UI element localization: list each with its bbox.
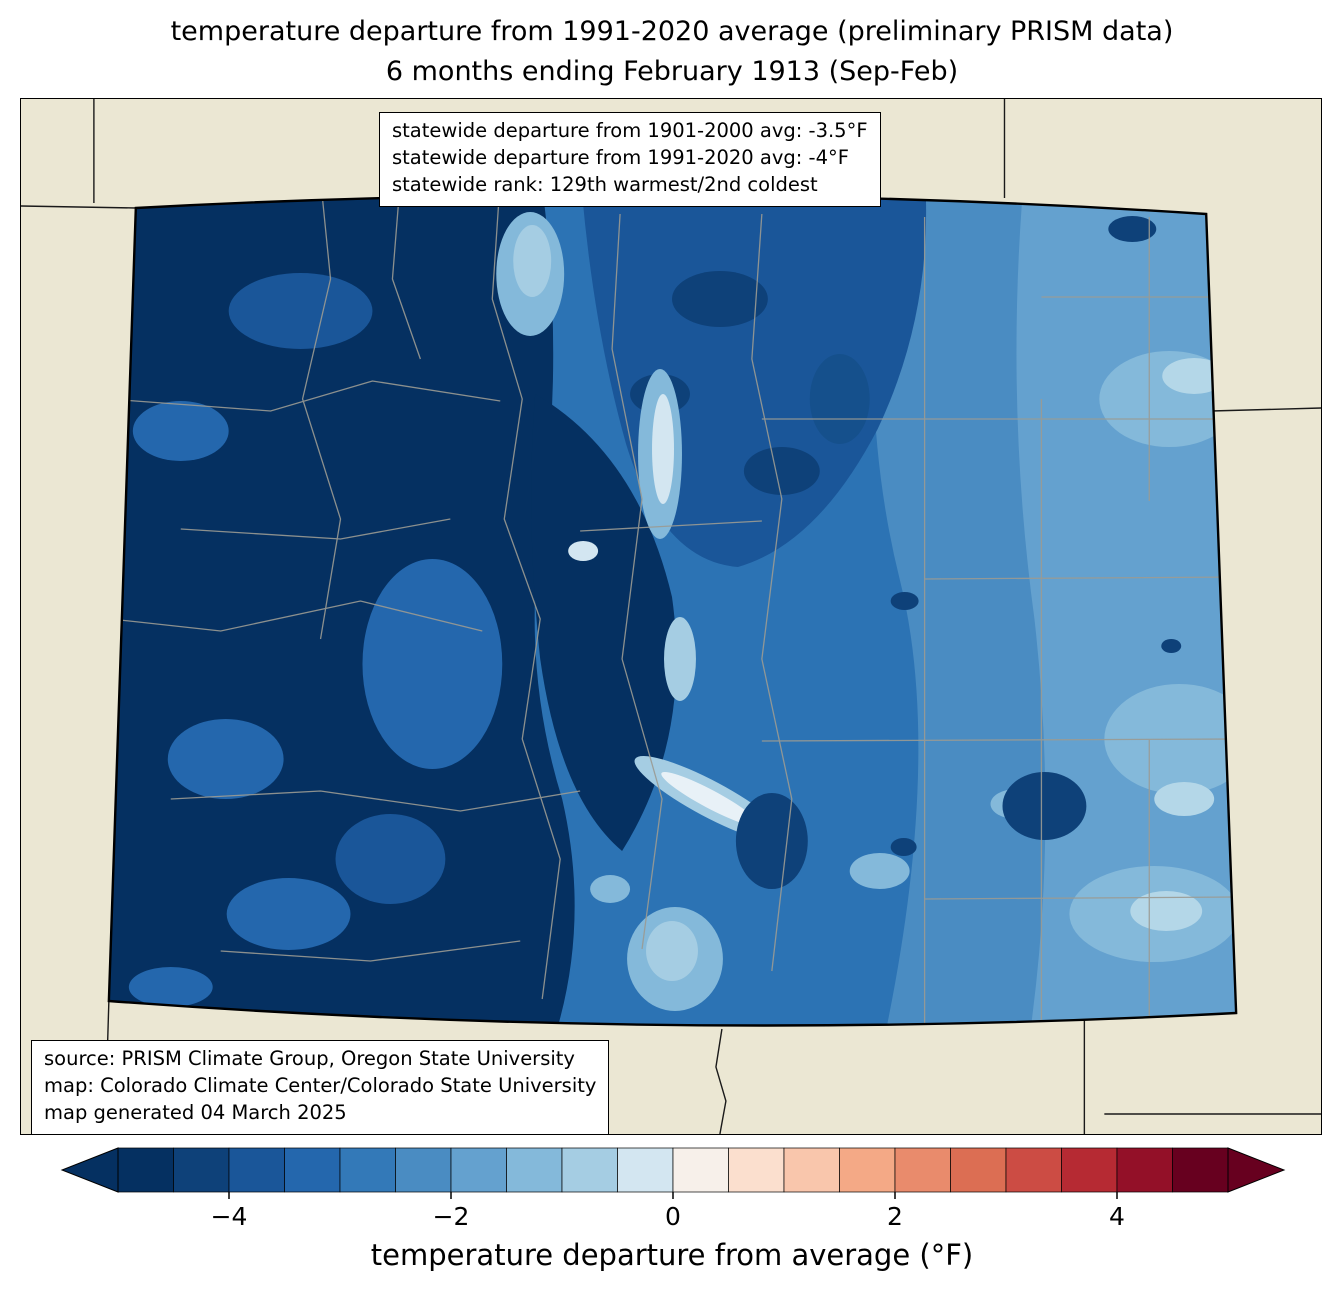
colorbar-svg — [60, 1147, 1286, 1199]
stats-line-1: statewide departure from 1901-2000 avg: … — [392, 119, 868, 142]
colorbar-axis-label: temperature departure from average (°F) — [370, 1238, 974, 1272]
colorbar-right-arrow — [1227, 1147, 1286, 1193]
stats-line-3: statewide rank: 129th warmest/2nd coldes… — [392, 172, 818, 196]
colorbar-tick-label: −2 — [432, 1202, 470, 1231]
colorbar-tick-label: 4 — [1109, 1202, 1125, 1231]
stats-line-2: statewide departure from 1991-2020 avg: … — [392, 145, 849, 169]
map-frame: statewide departure from 1901-2000 avg: … — [20, 98, 1322, 1135]
county-boundaries — [108, 194, 1237, 1026]
colorbar-ticks: −4 −2 0 2 4 — [0, 1202, 1344, 1234]
neighbor-state-borders — [21, 99, 1321, 1134]
colorado-map — [21, 99, 1321, 1134]
colorbar-tick-label: 2 — [887, 1202, 903, 1231]
title-line-1: temperature departure from 1991-2020 ave… — [170, 16, 1174, 47]
statewide-stats-box: statewide departure from 1901-2000 avg: … — [379, 112, 881, 207]
source-attribution-box: source: PRISM Climate Group, Oregon Stat… — [31, 1040, 610, 1134]
colorbar-tick-label: −4 — [210, 1202, 248, 1231]
source-line-3: map generated 04 March 2025 — [44, 1100, 347, 1124]
source-line-2: map: Colorado Climate Center/Colorado St… — [44, 1073, 597, 1097]
colorbar-left-arrow — [60, 1147, 119, 1193]
temperature-fill-regions — [108, 194, 1237, 1026]
colorbar-tick-label: 0 — [665, 1202, 681, 1231]
title-line-2: 6 months ending February 1913 (Sep-Feb) — [385, 56, 959, 87]
source-line-1: source: PRISM Climate Group, Oregon Stat… — [44, 1047, 575, 1070]
figure-title: temperature departure from 1991-2020 ave… — [0, 12, 1344, 92]
